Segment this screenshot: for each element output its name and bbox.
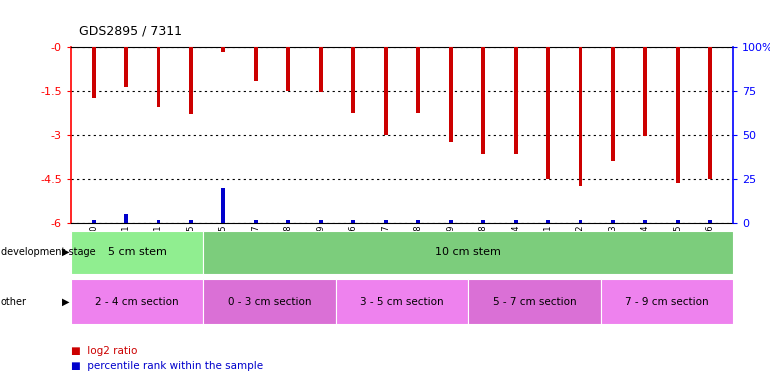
Bar — [676, 220, 680, 223]
Text: ■  percentile rank within the sample: ■ percentile rank within the sample — [71, 361, 263, 370]
Bar — [254, 220, 258, 223]
Bar — [514, 220, 517, 223]
Bar — [611, 47, 615, 161]
Bar — [383, 47, 387, 135]
Text: development stage: development stage — [1, 247, 95, 257]
Bar — [611, 220, 615, 223]
Text: 7 - 9 cm section: 7 - 9 cm section — [625, 297, 708, 307]
Bar — [203, 231, 733, 274]
Bar — [92, 220, 95, 223]
Bar — [514, 47, 517, 154]
Bar — [286, 47, 290, 91]
Bar — [189, 220, 193, 223]
Text: 5 cm stem: 5 cm stem — [108, 247, 166, 257]
Bar — [578, 220, 582, 223]
Text: ▶: ▶ — [62, 297, 69, 307]
Bar — [383, 220, 387, 223]
Bar — [319, 47, 323, 92]
Bar — [644, 220, 648, 223]
Bar — [449, 220, 453, 223]
Bar — [319, 220, 323, 223]
Text: ▶: ▶ — [62, 247, 69, 257]
Bar — [449, 47, 453, 142]
Bar — [156, 220, 160, 223]
Bar — [71, 231, 203, 274]
Bar — [254, 47, 258, 81]
Text: 3 - 5 cm section: 3 - 5 cm section — [360, 297, 444, 307]
Bar — [222, 47, 226, 52]
Bar — [417, 220, 420, 223]
Bar — [546, 47, 550, 179]
Bar — [417, 47, 420, 113]
Bar — [644, 47, 648, 136]
Text: other: other — [1, 297, 27, 307]
Text: 10 cm stem: 10 cm stem — [435, 247, 501, 257]
Bar — [203, 279, 336, 324]
Bar — [351, 47, 355, 113]
Bar — [124, 214, 128, 223]
Bar — [481, 47, 485, 154]
Bar — [481, 220, 485, 223]
Bar — [92, 47, 95, 98]
Bar — [708, 220, 712, 223]
Bar — [71, 279, 203, 324]
Bar — [676, 47, 680, 183]
Bar — [189, 47, 193, 114]
Bar — [601, 279, 733, 324]
Bar — [708, 47, 712, 179]
Text: 2 - 4 cm section: 2 - 4 cm section — [95, 297, 179, 307]
Bar — [124, 47, 128, 87]
Text: 0 - 3 cm section: 0 - 3 cm section — [228, 297, 311, 307]
Text: GDS2895 / 7311: GDS2895 / 7311 — [79, 24, 182, 38]
Bar — [156, 47, 160, 107]
Bar — [468, 279, 601, 324]
Text: ■  log2 ratio: ■ log2 ratio — [71, 346, 137, 355]
Bar — [351, 220, 355, 223]
Bar — [222, 188, 226, 223]
Bar — [546, 220, 550, 223]
Text: 5 - 7 cm section: 5 - 7 cm section — [493, 297, 576, 307]
Bar — [578, 47, 582, 186]
Bar — [286, 220, 290, 223]
Bar — [336, 279, 468, 324]
